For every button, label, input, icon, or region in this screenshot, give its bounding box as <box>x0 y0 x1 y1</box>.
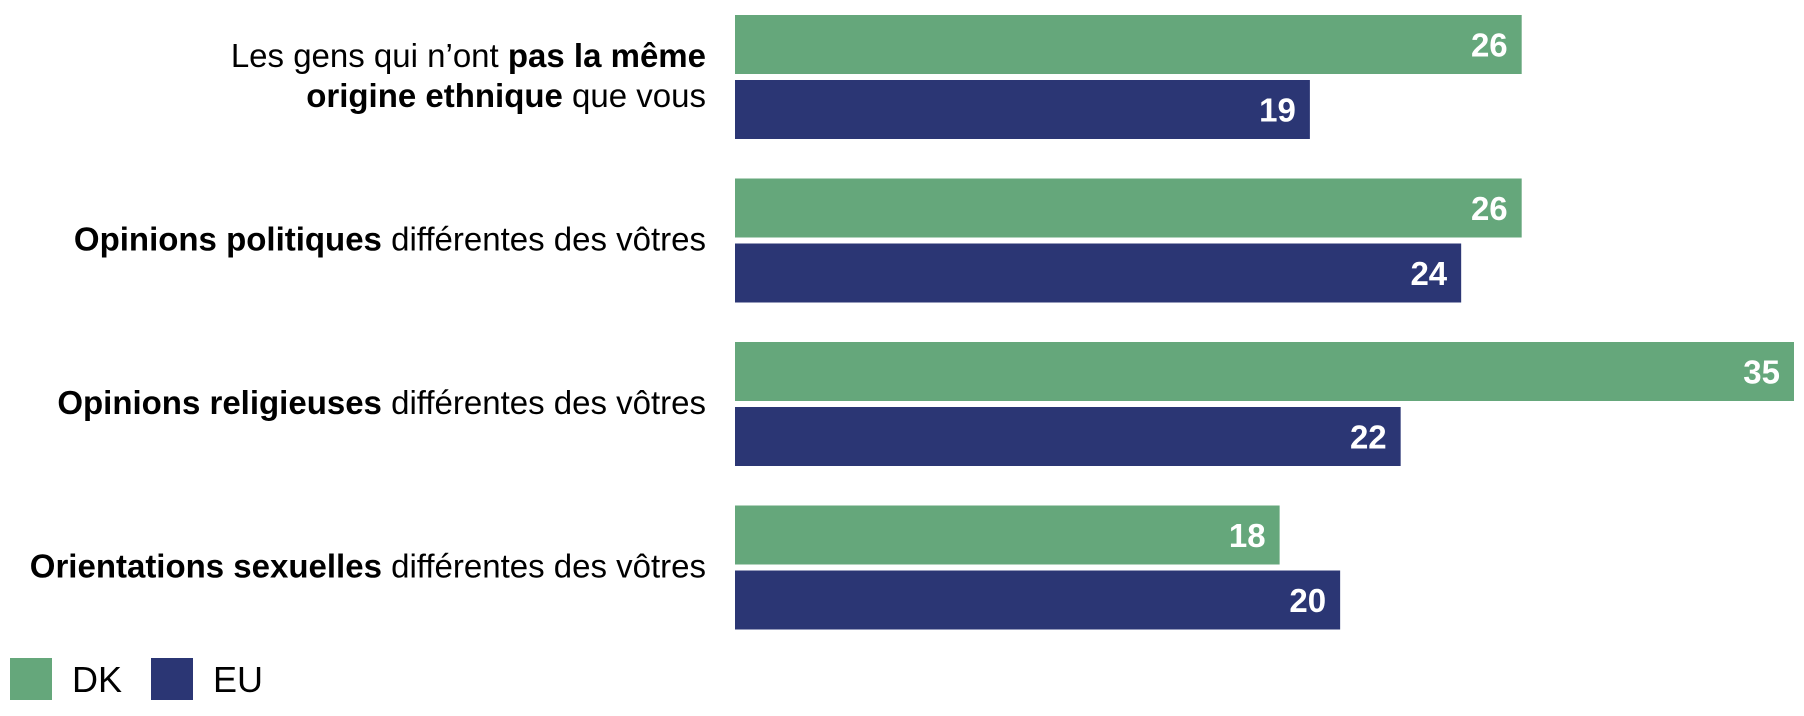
category-label-run: origine ethnique <box>306 77 563 114</box>
category-label-run: différentes des vôtres <box>382 384 706 421</box>
legend-swatch-dk <box>10 658 52 700</box>
value-label-dk-2: 26 <box>1471 190 1508 227</box>
legend-label-eu: EU <box>213 659 263 700</box>
value-label-dk-4: 18 <box>1229 517 1266 554</box>
legend-swatch-eu <box>151 658 193 700</box>
value-label-eu-3: 22 <box>1350 419 1387 456</box>
category-label-run: différentes des vôtres <box>382 548 706 585</box>
legend: DK EU <box>10 658 263 700</box>
bar-eu-4 <box>735 570 1341 630</box>
category-label-2: Opinions politiques différentes des vôtr… <box>74 221 706 258</box>
category-label-run: pas la même <box>508 37 706 74</box>
value-label-eu-2: 24 <box>1410 255 1447 292</box>
category-label-4: Orientations sexuelles différentes des v… <box>30 548 706 585</box>
category-label-1: Les gens qui n’ont pas la même origine et… <box>231 37 706 114</box>
bar-dk-1 <box>735 15 1522 74</box>
value-label-dk-1: 26 <box>1471 27 1508 64</box>
category-label-run: Les gens qui n’ont <box>231 37 508 74</box>
bars-layer: 26 19 26 24 35 22 18 20 <box>735 15 1794 630</box>
bar-eu-1 <box>735 80 1310 139</box>
value-label-eu-4: 20 <box>1289 582 1326 619</box>
category-labels: Les gens qui n’ont pas la même origine et… <box>30 37 706 585</box>
legend-label-dk: DK <box>72 659 122 700</box>
bar-dk-4 <box>735 505 1280 565</box>
bar-eu-3 <box>735 407 1401 466</box>
category-label-3: Opinions religieuses différentes des vôt… <box>57 384 706 421</box>
bar-dk-2 <box>735 178 1522 238</box>
category-label-run: que vous <box>563 77 706 114</box>
category-label-run: Orientations sexuelles <box>30 548 382 585</box>
value-label-dk-3: 35 <box>1743 354 1780 391</box>
bar-dk-3 <box>735 342 1794 401</box>
category-label-run: Opinions religieuses <box>57 384 382 421</box>
value-label-eu-1: 19 <box>1259 92 1296 129</box>
category-label-run: différentes des vôtres <box>382 221 706 258</box>
category-label-run: Opinions politiques <box>74 221 382 258</box>
bar-eu-2 <box>735 243 1462 303</box>
